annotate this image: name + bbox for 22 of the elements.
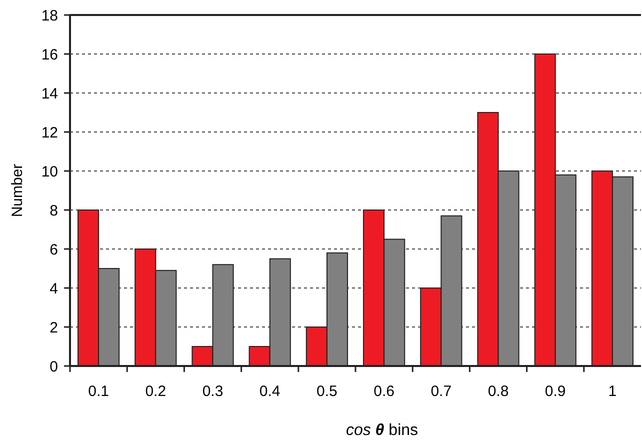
y-tick-label: 8 <box>50 202 58 220</box>
y-tick-label: 12 <box>41 124 58 142</box>
x-tick-label: 0.1 <box>88 383 109 400</box>
x-tick-label: 0.7 <box>430 383 452 400</box>
x-tick-label: 0.9 <box>544 383 566 400</box>
x-tick-label: 0.6 <box>374 383 394 400</box>
y-tick-label: 6 <box>50 241 58 258</box>
x-tick-label: 0.4 <box>259 383 280 400</box>
y-tick-label: 18 <box>41 7 58 24</box>
y-tick-label: 16 <box>41 46 58 64</box>
y-axis-title: Number <box>9 164 26 218</box>
x-tick-label: 0.2 <box>145 383 166 400</box>
x-tick-label: 1 <box>608 383 617 400</box>
y-tick-label: 2 <box>50 319 58 336</box>
x-tick-label: 0.5 <box>316 383 338 400</box>
x-axis-title: cos θ bins <box>346 422 418 439</box>
y-tick-label: 14 <box>41 85 58 102</box>
y-tick-label: 10 <box>41 163 58 180</box>
y-tick-label: 4 <box>50 280 58 298</box>
y-tick-label: 0 <box>50 358 58 376</box>
x-tick-label: 0.3 <box>202 383 224 400</box>
x-tick-label: 0.8 <box>488 383 509 400</box>
